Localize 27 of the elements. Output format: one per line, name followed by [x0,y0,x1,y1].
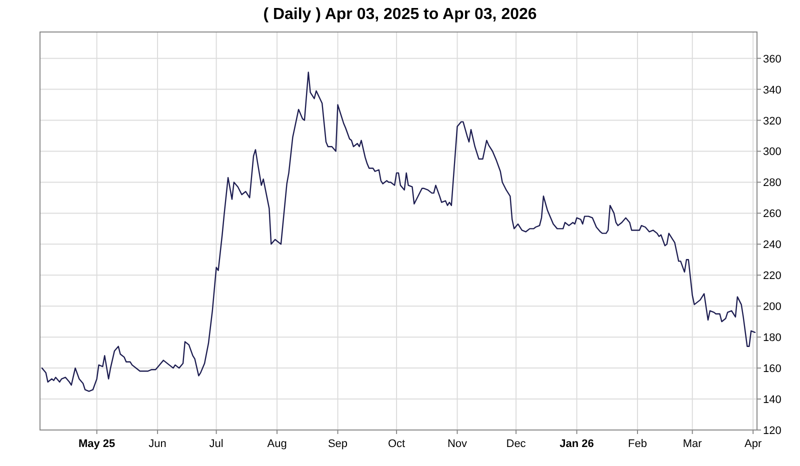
y-tick-label: 120 [763,425,782,437]
x-tick-label: Nov [447,438,468,450]
chart-title: ( Daily ) Apr 03, 2025 to Apr 03, 2026 [263,6,537,23]
x-tick-label: Aug [267,438,287,450]
x-tick-label: Apr [744,438,762,450]
y-tick-label: 340 [763,84,782,96]
y-tick-label: 360 [763,53,782,66]
y-tick-label: 240 [763,239,782,252]
x-tick-label: Jun [148,438,166,450]
y-tick-label: 300 [763,146,782,158]
x-tick-label: Mar [682,438,702,450]
y-tick-label: 260 [763,208,782,220]
x-tick-label: Dec [506,438,526,450]
y-tick-label: 140 [763,394,782,406]
y-tick-label: 160 [763,363,782,376]
x-tick-label: Jul [209,438,224,450]
y-tick-label: 320 [763,115,782,128]
x-tick-label: Feb [628,438,647,450]
x-tick-label: Jan 26 [560,438,594,450]
x-tick-label: May 25 [78,438,116,450]
y-tick-label: 220 [763,270,782,282]
y-tick-label: 280 [763,177,782,190]
x-tick-label: Sep [328,438,348,450]
y-tick-label: 180 [763,332,782,344]
x-tick-label: Oct [388,438,406,450]
line-series [41,72,756,392]
y-tick-label: 200 [763,301,782,314]
